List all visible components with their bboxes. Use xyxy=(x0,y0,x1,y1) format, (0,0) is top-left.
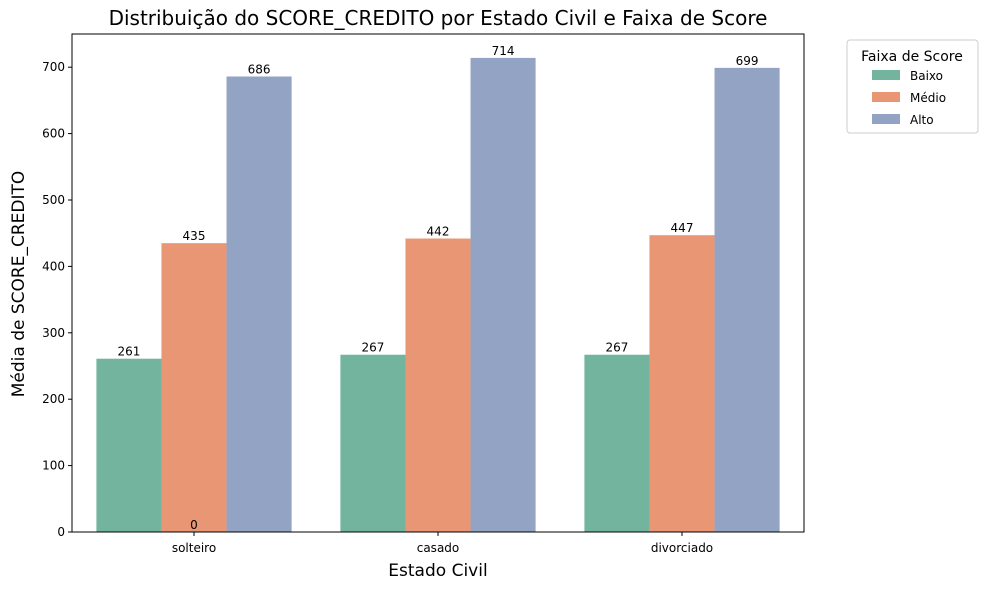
bar-alto-solteiro xyxy=(226,76,292,532)
bar-baixo-casado xyxy=(340,354,406,532)
legend-label-alto: Alto xyxy=(910,113,934,127)
bar-alto-casado xyxy=(470,57,536,533)
bar-baixo-divorciado xyxy=(584,354,650,532)
y-axis-title: Média de SCORE_CREDITO xyxy=(9,171,29,398)
data-label: 714 xyxy=(492,44,515,58)
legend-frame xyxy=(846,39,979,134)
data-label: 267 xyxy=(361,341,384,355)
y-tick-label: 600 xyxy=(42,127,65,141)
data-label: 261 xyxy=(117,345,140,359)
legend-label-médio: Médio xyxy=(910,91,946,105)
x-tick-label: solteiro xyxy=(172,541,216,555)
data-label: 699 xyxy=(736,54,759,68)
x-tick-label: casado xyxy=(417,541,460,555)
y-tick-label: 300 xyxy=(42,326,65,340)
legend-swatch-baixo xyxy=(872,70,900,80)
legend: Faixa de Score Baixo Médio Alto xyxy=(846,39,979,134)
bar-médio-divorciado xyxy=(649,235,715,532)
data-label-extra: 0 xyxy=(190,518,198,532)
y-tick-label: 0 xyxy=(57,525,65,539)
y-tick-label: 100 xyxy=(42,459,65,473)
data-label: 686 xyxy=(248,62,271,76)
bar-baixo-solteiro xyxy=(96,358,162,532)
plot-area: 261 267 267 435 442 447 686 714 699 0 0 100 200 300 40… xyxy=(42,33,805,555)
y-tick-label: 400 xyxy=(42,259,65,273)
data-label: 447 xyxy=(671,221,694,235)
x-tick-label: divorciado xyxy=(651,541,713,555)
legend-title: Faixa de Score xyxy=(861,49,963,65)
bar-médio-casado xyxy=(405,238,471,532)
legend-label-baixo: Baixo xyxy=(910,69,943,83)
x-axis-title: Estado Civil xyxy=(388,561,487,581)
y-tick-label: 500 xyxy=(42,193,65,207)
data-label: 267 xyxy=(605,341,628,355)
data-label: 442 xyxy=(427,225,450,239)
y-tick-label: 700 xyxy=(42,60,65,74)
data-label: 435 xyxy=(183,229,206,243)
legend-swatch-alto xyxy=(872,114,900,124)
bar-médio-solteiro xyxy=(161,243,227,532)
chart-title: Distribuição do SCORE_CREDITO por Estado… xyxy=(109,6,768,30)
y-tick-label: 200 xyxy=(42,392,65,406)
bar-alto-divorciado xyxy=(714,67,780,532)
legend-swatch-médio xyxy=(872,92,900,102)
